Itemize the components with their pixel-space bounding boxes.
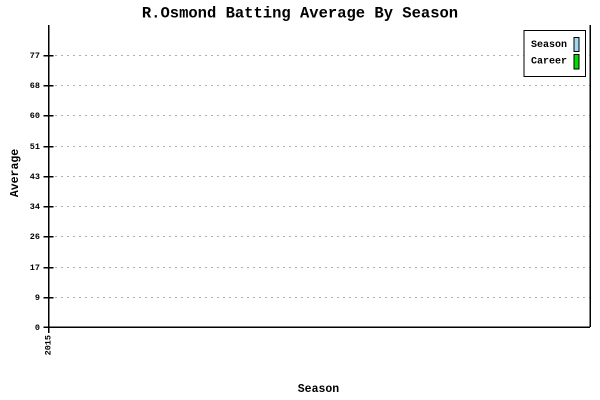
svg-text:68: 68 (30, 81, 40, 91)
svg-text:Season: Season (298, 383, 340, 396)
svg-text:9: 9 (35, 293, 40, 303)
svg-text:0: 0 (35, 323, 40, 333)
svg-text:2015: 2015 (44, 335, 54, 355)
svg-text:17: 17 (30, 263, 40, 273)
svg-text:Average: Average (9, 149, 22, 197)
svg-text:Season: Season (531, 40, 567, 51)
svg-text:43: 43 (30, 172, 40, 182)
svg-text:26: 26 (30, 232, 40, 242)
svg-text:R.Osmond Batting Average By Se: R.Osmond Batting Average By Season (142, 5, 458, 23)
svg-text:60: 60 (30, 111, 40, 121)
svg-text:Career: Career (531, 57, 567, 68)
svg-text:77: 77 (30, 51, 40, 61)
svg-text:34: 34 (30, 202, 40, 212)
svg-text:51: 51 (30, 142, 40, 152)
